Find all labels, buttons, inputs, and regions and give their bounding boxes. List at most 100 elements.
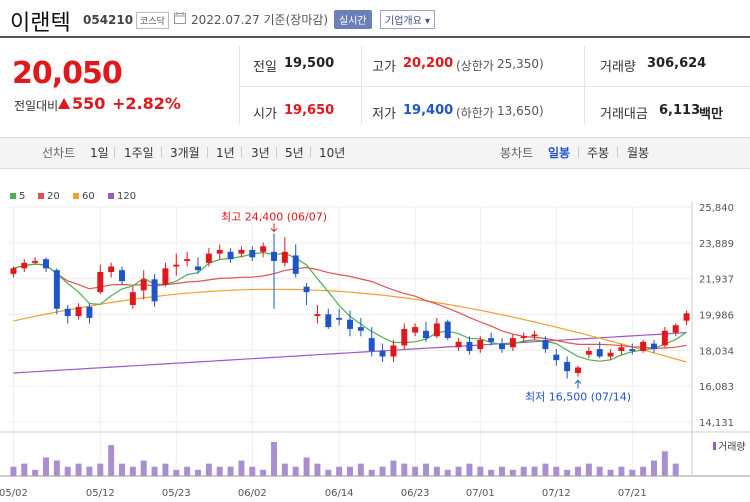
candle-body [455, 341, 462, 348]
volume-bar [260, 469, 267, 476]
period-1y[interactable]: 1년 [216, 146, 235, 160]
legend-label: 20 [47, 191, 60, 202]
candle-body [43, 259, 49, 269]
volume-bar [455, 466, 462, 476]
x-tick-label: 06/14 [325, 488, 354, 499]
candle-body [531, 334, 538, 337]
legend-swatch [108, 193, 114, 199]
candle-chart-label: 봉차트 [500, 146, 534, 160]
volume-bar [379, 466, 386, 476]
volume-bar [640, 466, 647, 476]
candle-daily[interactable]: 일봉 [548, 146, 571, 160]
base-date: 2022.07.27 기준(장마감) [191, 13, 329, 27]
volume-bar [520, 466, 527, 476]
volume-bar [542, 463, 549, 476]
stats-divider [361, 46, 362, 124]
candle-body [64, 308, 71, 317]
market-badge: 코스닥 [136, 12, 169, 29]
candle-body [292, 255, 299, 274]
candle-body [564, 361, 571, 372]
legend-label: 5 [19, 191, 25, 202]
volume-bar [314, 463, 321, 476]
y-tick-label: 25,840 [699, 203, 734, 214]
candle-body [238, 249, 245, 254]
volume-legend-label: 거래량 [718, 441, 746, 453]
volume-bar [433, 466, 440, 476]
candle-body [21, 262, 28, 269]
upper-limit-label: (상한가 [456, 59, 494, 73]
volume-bar [575, 466, 581, 476]
volume-bar [488, 469, 495, 476]
volume-bar [216, 466, 223, 476]
candle-body [184, 259, 191, 261]
period-separator [276, 147, 277, 158]
realtime-button[interactable]: 실시간 [334, 10, 372, 29]
candle-body [32, 260, 39, 263]
candle-monthly[interactable]: 월봉 [627, 146, 650, 160]
x-tick-label: 07/01 [466, 488, 495, 499]
volume-bar [205, 463, 212, 476]
candle-body [260, 246, 267, 252]
candle-body [499, 343, 505, 350]
candle-body [444, 321, 451, 339]
candle-body [205, 253, 212, 263]
volume-label: 거래량 [600, 60, 636, 75]
volume-bar [53, 460, 60, 476]
volume-bar [412, 466, 419, 476]
candle-body [423, 330, 429, 339]
volume-bar [444, 469, 451, 476]
period-3y[interactable]: 3년 [251, 146, 270, 160]
candle-weekly[interactable]: 주봉 [587, 146, 610, 160]
high-value: 20,200 [403, 56, 454, 71]
volume-bar [32, 469, 39, 476]
volume-bar [21, 463, 28, 476]
candle-body [629, 349, 636, 351]
volume-bar [227, 466, 234, 476]
candle-body [108, 266, 115, 273]
volume-bar [347, 466, 353, 476]
stats-divider [584, 46, 585, 124]
volume-bar [281, 463, 288, 476]
volume-bar [401, 463, 408, 476]
volume-bar [564, 469, 571, 476]
high-label: 고가 [372, 60, 396, 75]
volume-bar [173, 469, 180, 476]
candle-body [10, 268, 17, 274]
period-separator [207, 147, 208, 158]
high-arrow-icon [270, 223, 278, 233]
price-change: 550 [72, 94, 106, 113]
period-10y[interactable]: 10년 [319, 146, 346, 160]
period-1d[interactable]: 1일 [90, 146, 109, 160]
candle-body [129, 292, 136, 306]
volume-bar [368, 469, 375, 476]
volume-bar [10, 466, 17, 476]
candle-body [119, 270, 125, 282]
amount-value: 6,113 [659, 103, 701, 118]
ma120-line [13, 332, 687, 374]
x-tick-label: 05/12 [86, 488, 115, 499]
volume-bar [357, 463, 364, 476]
candle-body [281, 251, 288, 263]
company-info-label: 기업개요 [385, 16, 422, 27]
volume-bar [466, 463, 473, 476]
low-value: 19,400 [403, 103, 454, 118]
legend-swatch [73, 193, 79, 199]
amount-unit: 백만 [699, 107, 723, 122]
volume-bar [651, 460, 657, 476]
y-tick-label: 21,937 [699, 275, 734, 286]
ma20-line [13, 263, 687, 350]
x-tick-label: 07/21 [618, 488, 647, 499]
period-3m[interactable]: 3개월 [170, 146, 200, 160]
legend-label: 60 [82, 191, 95, 202]
company-info-dropdown[interactable]: 기업개요 ▾ [380, 10, 436, 29]
chevron-down-icon: ▾ [425, 16, 431, 27]
candle-body [401, 328, 408, 346]
candle-body [379, 350, 386, 357]
volume-bar [249, 466, 256, 476]
period-1w[interactable]: 1주일 [124, 146, 154, 160]
period-5y[interactable]: 5년 [285, 146, 304, 160]
volume-bar [629, 469, 636, 476]
volume-bar [423, 463, 429, 476]
stock-chart[interactable]: 5 20 60 120 25,840 23,889 21,937 19,986 18,034 16… [0, 186, 750, 502]
candle-body [216, 249, 223, 254]
